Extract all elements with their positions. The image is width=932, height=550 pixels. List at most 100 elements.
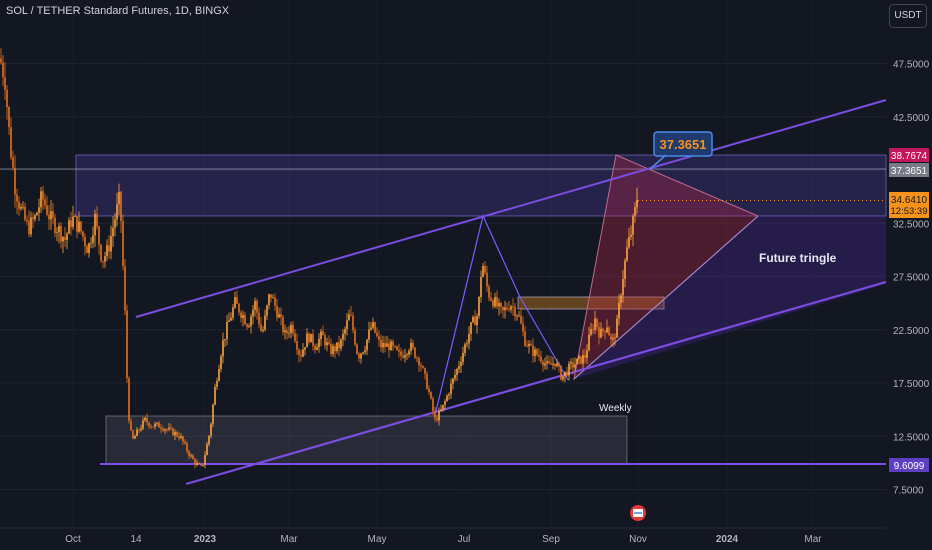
candle-body (570, 362, 572, 364)
candle-body (270, 294, 272, 299)
candle-body (446, 395, 448, 401)
candle-body (254, 300, 256, 310)
candle-body (140, 428, 142, 431)
candle-body (382, 342, 384, 348)
candle-body (406, 354, 408, 356)
axis-label-countdown: 12:53:39 (891, 206, 928, 217)
candle-body (60, 226, 62, 242)
candle-body (260, 324, 262, 331)
candle-body (384, 342, 386, 347)
candle-body (172, 428, 174, 436)
candle-body (252, 309, 254, 317)
candle-body (330, 343, 332, 355)
candle-body (302, 349, 304, 357)
candle-body (500, 302, 502, 307)
candle-body (562, 376, 564, 380)
candle-body (468, 333, 470, 344)
candle-body (494, 296, 496, 307)
candle-body (400, 351, 402, 356)
candle-body (518, 315, 520, 317)
candle-body (328, 342, 330, 344)
candle-body (36, 212, 38, 216)
candle-body (450, 383, 452, 395)
candle-body (624, 260, 626, 279)
x-tick-label: 2024 (716, 534, 739, 545)
candle-body (590, 328, 592, 335)
candle-body (310, 333, 312, 343)
candle-body (278, 314, 280, 318)
candle-body (200, 464, 202, 466)
event-flag[interactable] (630, 505, 646, 521)
candle-body (316, 347, 318, 350)
candle-body (152, 426, 154, 428)
candle-body (98, 226, 100, 245)
candle-body (408, 351, 410, 355)
candle-body (154, 423, 156, 427)
time-axis[interactable]: Oct 14 2023 Mar May Jul Sep Nov 2024 Mar (65, 534, 822, 545)
triangle-lower-edge (573, 215, 759, 380)
candle-body (582, 355, 584, 364)
currency-button[interactable]: USDT (889, 4, 927, 28)
candle-body (350, 314, 352, 316)
candle-body (174, 432, 176, 436)
axis-label-top-level-bg (889, 148, 929, 162)
candle-body (490, 297, 492, 301)
candle-body (368, 329, 370, 340)
candle-body (264, 315, 266, 330)
candle-body (256, 300, 258, 313)
candle-body (112, 227, 114, 237)
candle-body (266, 305, 268, 316)
candle-body (26, 219, 28, 222)
candle-body (300, 355, 302, 357)
candle-body (608, 327, 610, 336)
x-tick-label: Oct (65, 534, 81, 545)
candle-body (246, 324, 248, 328)
candle-body (534, 349, 536, 357)
candle-body (416, 357, 418, 359)
candle-body (164, 429, 166, 431)
candle-body (492, 300, 494, 307)
candle-body (458, 366, 460, 370)
candle-body (108, 245, 110, 252)
candle-body (130, 421, 132, 431)
candle-body (528, 343, 530, 347)
candle-body (398, 349, 400, 352)
candle-body (28, 221, 30, 235)
candle-body (156, 422, 158, 424)
candle-body (554, 363, 556, 367)
candle-body (4, 77, 6, 90)
channel-upper (135, 99, 887, 318)
candle-body (10, 127, 12, 158)
candle-body (484, 266, 486, 273)
candle-body (632, 215, 634, 235)
candle-body (544, 363, 546, 366)
candle-body (64, 237, 66, 240)
candle-body (580, 356, 582, 364)
candle-body (604, 330, 606, 333)
candle-body (148, 422, 150, 427)
target-callout: 37.3651 (649, 131, 713, 170)
y-tick-label: 12.5000 (893, 432, 930, 443)
y-tick-label: 17.5000 (893, 379, 930, 390)
candle-body (506, 307, 508, 310)
candle-body (74, 216, 76, 217)
candle-body (228, 320, 230, 323)
candle-body (354, 330, 356, 345)
candle-body (600, 328, 602, 338)
candle-body (190, 455, 192, 457)
future-triangle-label: Future tringle (759, 251, 837, 265)
candle-body (268, 294, 270, 306)
candle-body (30, 217, 32, 235)
x-tick-label: 14 (130, 534, 142, 545)
candle-body (574, 364, 576, 368)
candle-body (462, 352, 464, 363)
channel-lower (185, 280, 887, 486)
y-tick-label: 22.5000 (893, 326, 930, 337)
axis-label-current-price-bg (889, 192, 929, 218)
candle-body (594, 318, 596, 330)
candle-body (122, 221, 124, 267)
candle-body (456, 369, 458, 375)
candle-body (524, 331, 526, 346)
candle-body (308, 333, 310, 343)
